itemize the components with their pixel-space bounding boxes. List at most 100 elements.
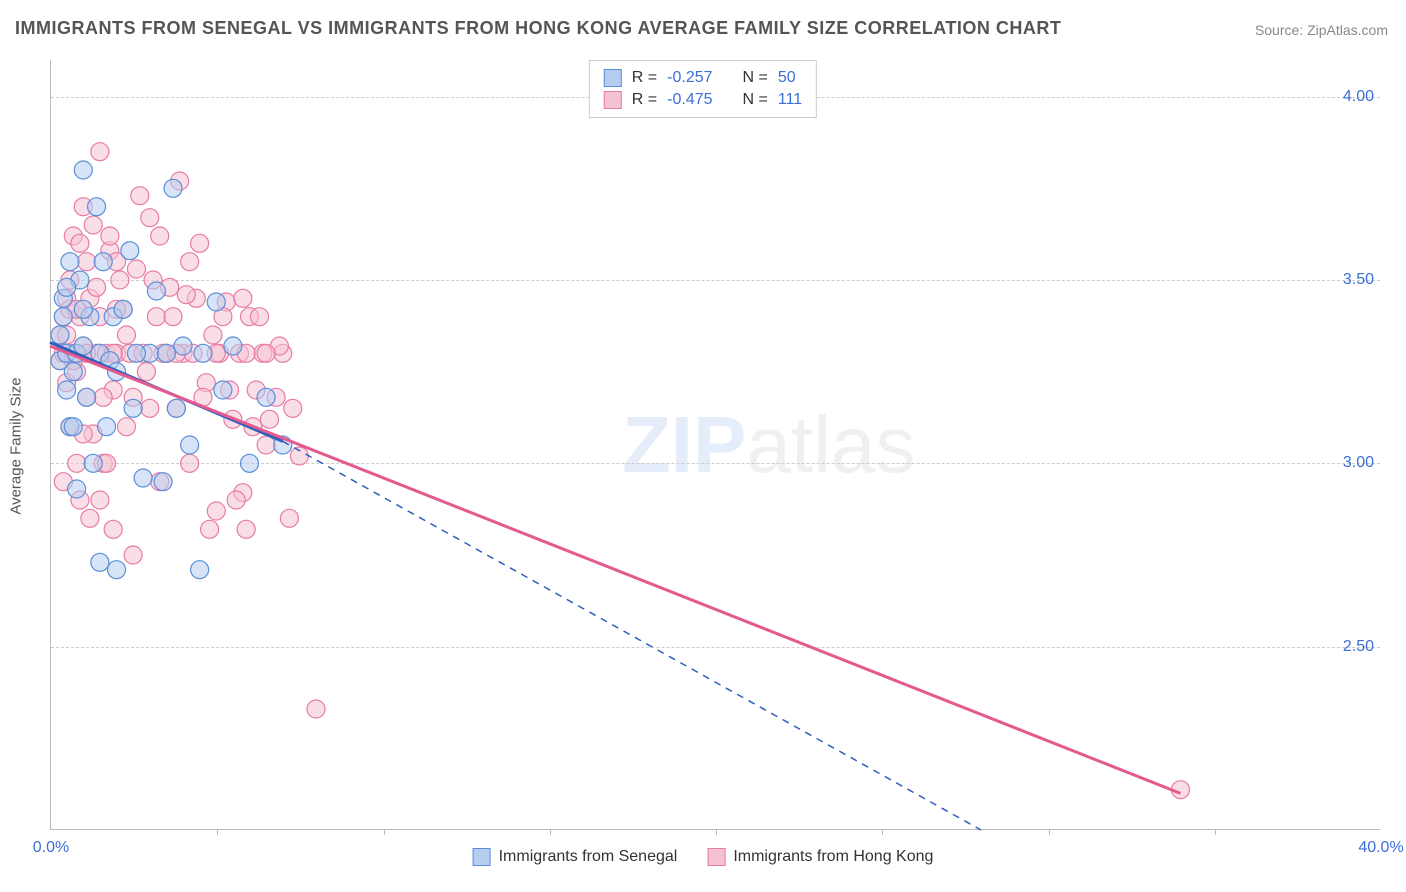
swatch-hk — [604, 91, 622, 109]
scatter-point — [68, 480, 86, 498]
swatch-senegal — [604, 69, 622, 87]
plot-svg — [50, 60, 1380, 830]
chart-container: IMMIGRANTS FROM SENEGAL VS IMMIGRANTS FR… — [0, 0, 1406, 892]
scatter-point — [61, 253, 79, 271]
scatter-point — [164, 308, 182, 326]
r-label-hk: R = — [632, 91, 657, 109]
scatter-point — [164, 179, 182, 197]
scatter-point — [94, 388, 112, 406]
legend-swatch-senegal — [473, 848, 491, 866]
n-label-hk: N = — [743, 91, 768, 109]
scatter-point — [58, 381, 76, 399]
scatter-point — [174, 337, 192, 355]
scatter-point — [104, 520, 122, 538]
scatter-point — [117, 418, 135, 436]
scatter-point — [58, 278, 76, 296]
scatter-point — [88, 278, 106, 296]
scatter-point — [280, 509, 298, 527]
scatter-point — [124, 546, 142, 564]
scatter-point — [151, 227, 169, 245]
chart-title: IMMIGRANTS FROM SENEGAL VS IMMIGRANTS FR… — [15, 18, 1061, 39]
r-val-hk: -0.475 — [667, 91, 712, 109]
scatter-point — [284, 399, 302, 417]
scatter-point — [307, 700, 325, 718]
scatter-point — [257, 344, 275, 362]
legend-swatch-hk — [707, 848, 725, 866]
scatter-point — [94, 253, 112, 271]
trend-line — [50, 346, 1181, 793]
scatter-point — [257, 388, 275, 406]
scatter-point — [74, 161, 92, 179]
scatter-point — [207, 293, 225, 311]
scatter-point — [181, 436, 199, 454]
trend-line — [283, 441, 981, 830]
scatter-point — [114, 300, 132, 318]
scatter-point — [234, 289, 252, 307]
scatter-point — [91, 143, 109, 161]
scatter-point — [74, 300, 92, 318]
scatter-point — [241, 454, 259, 472]
scatter-point — [127, 260, 145, 278]
scatter-point — [111, 271, 129, 289]
legend-label-senegal: Immigrants from Senegal — [499, 848, 678, 866]
x-tick-label: 40.0% — [1358, 839, 1403, 857]
scatter-point — [154, 473, 172, 491]
y-axis-label: Average Family Size — [8, 377, 25, 514]
scatter-point — [124, 399, 142, 417]
scatter-point — [141, 209, 159, 227]
scatter-point — [227, 491, 245, 509]
r-val-senegal: -0.257 — [667, 69, 712, 87]
scatter-point — [260, 410, 278, 428]
scatter-point — [147, 282, 165, 300]
n-label: N = — [743, 69, 768, 87]
scatter-point — [167, 399, 185, 417]
scatter-point — [214, 381, 232, 399]
scatter-point — [121, 242, 139, 260]
scatter-point — [181, 454, 199, 472]
scatter-point — [224, 337, 242, 355]
scatter-point — [201, 520, 219, 538]
scatter-point — [68, 454, 86, 472]
scatter-point — [191, 561, 209, 579]
scatter-point — [141, 399, 159, 417]
scatter-point — [91, 491, 109, 509]
scatter-point — [131, 187, 149, 205]
scatter-point — [51, 326, 69, 344]
scatter-point — [157, 344, 175, 362]
legend-hk: Immigrants from Hong Kong — [707, 848, 933, 866]
scatter-point — [91, 553, 109, 571]
scatter-point — [134, 469, 152, 487]
legend-senegal: Immigrants from Senegal — [473, 848, 678, 866]
legend-label-hk: Immigrants from Hong Kong — [733, 848, 933, 866]
scatter-point — [78, 253, 96, 271]
stats-row-hk: R = -0.475 N = 111 — [604, 89, 802, 111]
scatter-point — [194, 344, 212, 362]
scatter-point — [84, 454, 102, 472]
scatter-point — [64, 363, 82, 381]
scatter-point — [147, 308, 165, 326]
scatter-point — [177, 286, 195, 304]
scatter-point — [88, 198, 106, 216]
scatter-point — [290, 447, 308, 465]
r-label: R = — [632, 69, 657, 87]
scatter-point — [237, 520, 255, 538]
stats-box: R = -0.257 N = 50 R = -0.475 N = 111 — [589, 60, 817, 118]
scatter-point — [98, 418, 116, 436]
x-tick-label: 0.0% — [33, 839, 69, 857]
n-val-hk: 111 — [778, 91, 802, 109]
scatter-point — [54, 308, 72, 326]
scatter-point — [137, 363, 155, 381]
n-val-senegal: 50 — [778, 69, 796, 87]
scatter-point — [207, 502, 225, 520]
scatter-point — [71, 234, 89, 252]
scatter-point — [84, 216, 102, 234]
scatter-point — [108, 561, 126, 579]
scatter-point — [81, 509, 99, 527]
scatter-point — [250, 308, 268, 326]
scatter-point — [181, 253, 199, 271]
scatter-point — [64, 418, 82, 436]
scatter-point — [101, 227, 119, 245]
source-label: Source: ZipAtlas.com — [1255, 22, 1388, 38]
scatter-point — [127, 344, 145, 362]
scatter-point — [257, 436, 275, 454]
